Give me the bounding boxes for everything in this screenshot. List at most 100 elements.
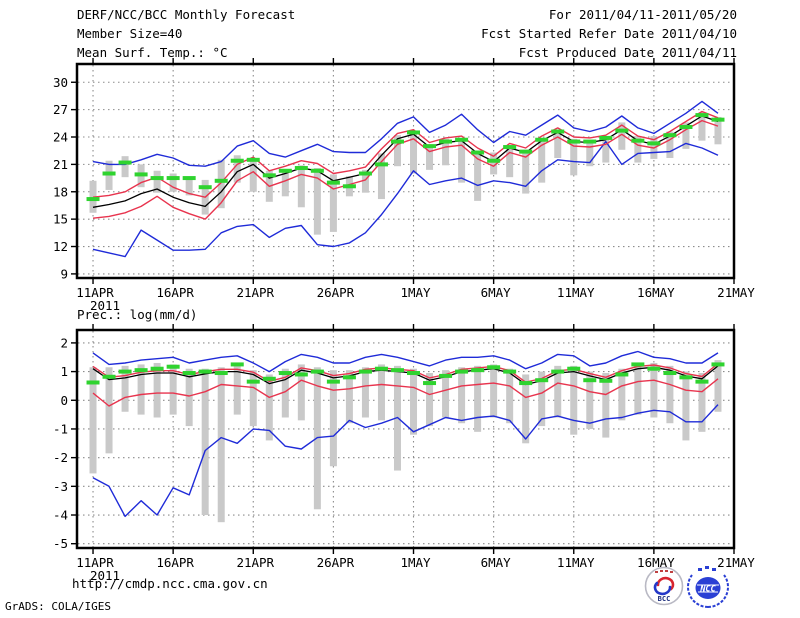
refer-date-label: Fcst Started Refer Date 2011/04/10 xyxy=(481,26,737,41)
x-tick-label: 21APR xyxy=(236,555,274,570)
ncc-logo-text: NCC xyxy=(699,585,716,595)
x-tick-label: 1MAY xyxy=(400,285,431,300)
member-size-label: Member Size=40 xyxy=(77,26,183,41)
obs-dash xyxy=(326,180,340,185)
page-title: DERF/NCC/BCC Monthly Forecast xyxy=(77,7,296,22)
obs-dash xyxy=(567,366,581,371)
spread-bar xyxy=(345,370,353,424)
spread-bar xyxy=(618,122,626,150)
spread-bar xyxy=(329,370,337,467)
obs-dash xyxy=(294,166,308,171)
spread-bar xyxy=(410,131,418,174)
spread-bar xyxy=(538,138,546,183)
obs-dash xyxy=(535,378,549,383)
spread-bar xyxy=(265,374,273,441)
spread-bar xyxy=(586,141,594,167)
x-tick-label: 11APR xyxy=(76,285,114,300)
spread-bar xyxy=(666,131,674,158)
plot-frame xyxy=(75,328,736,550)
obs-dash xyxy=(519,149,533,154)
obs-dash xyxy=(230,362,244,367)
spread-bar xyxy=(586,371,594,429)
y-tick-label: 1 xyxy=(60,364,68,379)
spread-bar xyxy=(442,138,450,166)
source-url: http://cmdp.ncc.cma.gov.cn xyxy=(72,576,268,591)
spread-bar xyxy=(89,367,97,474)
x-tick-label: 16APR xyxy=(156,555,194,570)
obs-dash xyxy=(294,372,308,377)
plot-frame xyxy=(75,62,736,280)
obs-dash xyxy=(695,379,709,384)
y-tick-label: 0 xyxy=(60,393,68,408)
x-tick-label: 6MAY xyxy=(481,285,512,300)
y-tick-label: 24 xyxy=(53,130,68,145)
spread-bar xyxy=(377,153,385,200)
y-tick-label: 30 xyxy=(53,75,68,90)
y-tick-label: 15 xyxy=(53,212,68,227)
y-tick-label: -4 xyxy=(53,508,68,523)
obs-dash xyxy=(583,378,597,383)
obs-dash xyxy=(487,158,501,163)
obs-dash xyxy=(583,139,597,144)
grid xyxy=(78,65,735,277)
obs-dash xyxy=(519,381,533,386)
obs-dash xyxy=(695,113,709,118)
lower-band-line xyxy=(92,378,719,407)
obs-dash xyxy=(150,176,164,181)
obs-dash xyxy=(214,371,228,376)
spread-bar xyxy=(522,374,530,444)
ncc-wreath-left xyxy=(687,574,709,608)
observation-dashes xyxy=(86,362,725,386)
upper-band-line xyxy=(92,363,719,383)
spread-bar xyxy=(217,367,225,523)
grads-credit: GrADS: COLA/IGES xyxy=(5,600,111,613)
obs-dash xyxy=(551,369,565,374)
y-tick-label: -2 xyxy=(53,450,68,465)
spread-bar xyxy=(570,365,578,435)
obs-dash xyxy=(663,371,677,376)
ncc-globe xyxy=(695,577,721,599)
spread-bar xyxy=(506,146,514,178)
obs-dash xyxy=(118,369,132,374)
spread-bar xyxy=(490,364,498,418)
obs-dash xyxy=(439,373,453,378)
ncc-logo: NCC xyxy=(687,566,729,608)
spread-bar xyxy=(714,116,722,145)
spread-bar xyxy=(410,368,418,435)
spread-bar xyxy=(650,362,658,418)
ncc-wreath-right xyxy=(707,574,729,608)
spread-bar xyxy=(393,135,401,167)
obs-dash xyxy=(439,139,453,144)
spread-bar xyxy=(297,165,305,208)
upper-band-line xyxy=(92,110,719,198)
x-tick-label: 21MAY xyxy=(717,285,755,300)
obs-dash xyxy=(679,375,693,380)
x-tick-label: 16APR xyxy=(156,285,194,300)
ensemble-min-line xyxy=(92,140,719,258)
obs-dash xyxy=(262,173,276,178)
spread-bar xyxy=(297,364,305,421)
obs-dash xyxy=(182,176,196,181)
spread-bar xyxy=(105,367,113,454)
spread-bar xyxy=(538,371,546,427)
observation-dashes xyxy=(86,113,725,202)
x-tick-label: 11MAY xyxy=(557,285,595,300)
spread-bar xyxy=(169,364,177,415)
x-tick-label: 21APR xyxy=(236,285,274,300)
obs-dash xyxy=(262,376,276,381)
x-axis-year-label: 2011 xyxy=(90,298,120,313)
spread-bar xyxy=(281,171,289,197)
spread-bar xyxy=(361,367,369,418)
spread-bar xyxy=(634,362,642,415)
bcc-swirl-blue xyxy=(653,581,672,596)
x-tick-label: 21MAY xyxy=(717,555,755,570)
obs-dash xyxy=(166,364,180,369)
obs-dash xyxy=(150,366,164,371)
spread-bar xyxy=(281,368,289,418)
spread-bar xyxy=(169,173,177,192)
precip-chart-title: Prec.: log(mm/d) xyxy=(77,307,198,322)
obs-dash xyxy=(166,176,180,181)
spread-bar xyxy=(458,367,466,424)
spread-bar xyxy=(698,112,706,141)
ensemble-mean-line xyxy=(92,365,719,386)
